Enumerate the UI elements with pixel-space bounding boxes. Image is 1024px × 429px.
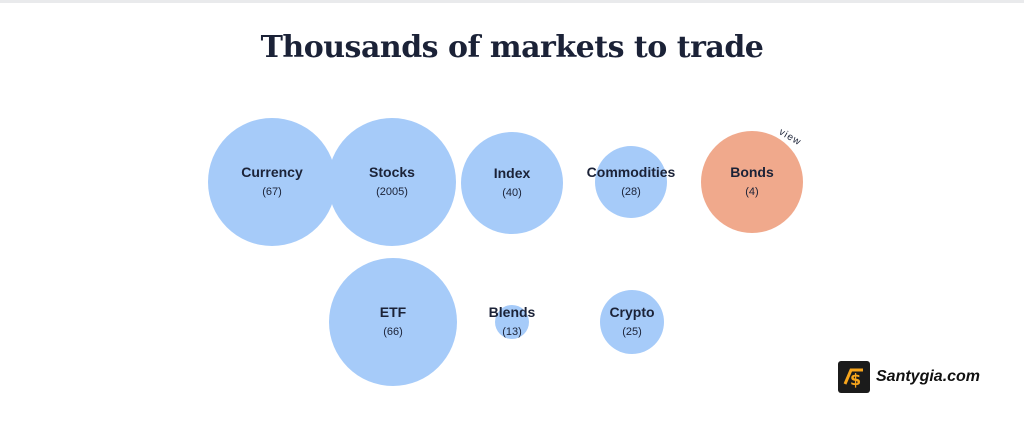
market-count: (66) [383, 326, 403, 338]
market-count: (25) [622, 326, 642, 338]
market-name: ETF [379, 304, 407, 320]
market-name: Commodities [586, 164, 676, 180]
market-bubble-bonds[interactable]: Bonds (4) [701, 131, 803, 233]
watermark-text: Santygia.com [876, 368, 981, 385]
svg-text:$: $ [850, 370, 861, 389]
market-count: (67) [262, 186, 282, 198]
market-count: (2005) [376, 186, 408, 198]
market-name: Bonds [730, 164, 774, 180]
market-count: (40) [502, 187, 522, 199]
market-name: Currency [241, 164, 303, 180]
market-name: Index [493, 165, 531, 181]
dollar-logo-icon: $ [838, 361, 870, 393]
market-bubble-currency[interactable]: Currency (67) [208, 118, 336, 246]
market-name: Crypto [609, 304, 655, 320]
market-count: (13) [502, 326, 522, 338]
market-count: (4) [745, 186, 759, 198]
market-bubble-index[interactable]: Index (40) [461, 132, 563, 234]
market-name: Stocks [369, 164, 415, 180]
watermark: $ Santygia.com [838, 360, 980, 394]
market-name: Blends [488, 304, 536, 320]
page-title: Thousands of markets to trade [260, 30, 764, 65]
market-bubble-etf[interactable]: ETF (66) [329, 258, 457, 386]
top-divider [0, 0, 1024, 3]
market-count: (28) [621, 186, 641, 198]
market-bubble-blends[interactable]: Blends (13) [489, 304, 535, 339]
market-bubble-stocks[interactable]: Stocks (2005) [328, 118, 456, 246]
market-bubble-commodities[interactable]: Commodities (28) [587, 146, 675, 218]
market-bubble-crypto[interactable]: Crypto (25) [600, 290, 664, 354]
